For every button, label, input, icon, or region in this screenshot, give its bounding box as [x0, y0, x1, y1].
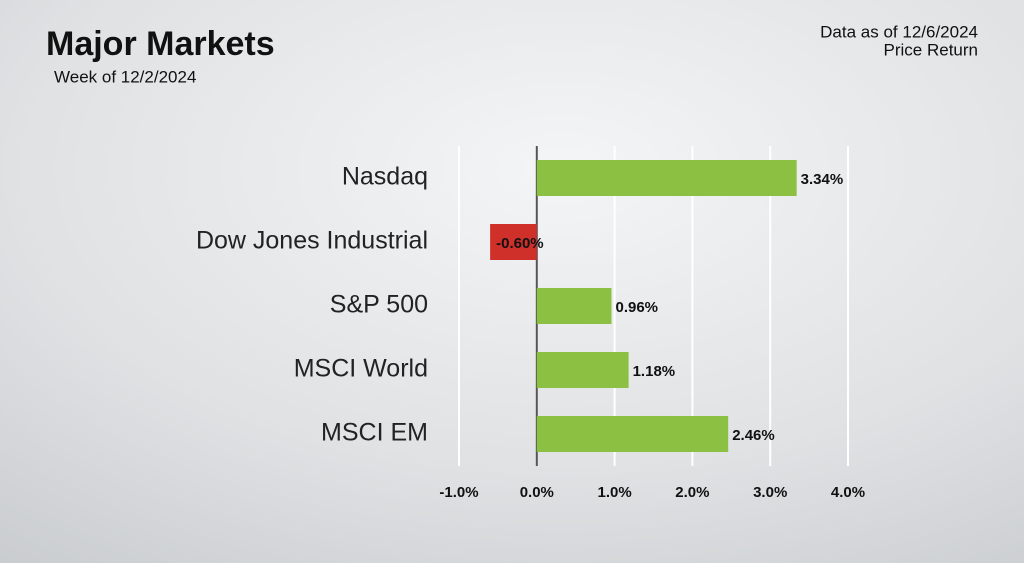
x-tick-label: 4.0% — [831, 484, 865, 501]
chart-subtitle: Week of 12/2/2024 — [54, 67, 196, 86]
category-label: Dow Jones Industrial — [196, 227, 428, 255]
x-tick-label: 2.0% — [675, 484, 709, 501]
note: Data as of 12/6/2024 — [820, 22, 978, 41]
category-label: MSCI EM — [321, 419, 428, 447]
bar — [490, 224, 537, 260]
bar — [536, 160, 797, 196]
category-label: MSCI World — [294, 355, 428, 383]
value-label: 0.96% — [615, 299, 658, 316]
value-label: 3.34% — [801, 171, 844, 188]
x-tick-label: 0.0% — [520, 484, 554, 501]
bar — [536, 416, 729, 452]
x-tick-label: -1.0% — [439, 484, 478, 501]
value-label: -0.60% — [496, 235, 544, 252]
value-label: 2.46% — [732, 427, 775, 444]
x-tick-label: 1.0% — [597, 484, 631, 501]
category-label: S&P 500 — [330, 291, 428, 319]
bar — [536, 288, 612, 324]
chart-title: Major Markets — [46, 25, 275, 63]
category-label: Nasdaq — [342, 163, 428, 191]
bar — [536, 352, 629, 388]
value-label: 1.18% — [633, 363, 676, 380]
note: Price Return — [884, 40, 978, 59]
x-tick-label: 3.0% — [753, 484, 787, 501]
